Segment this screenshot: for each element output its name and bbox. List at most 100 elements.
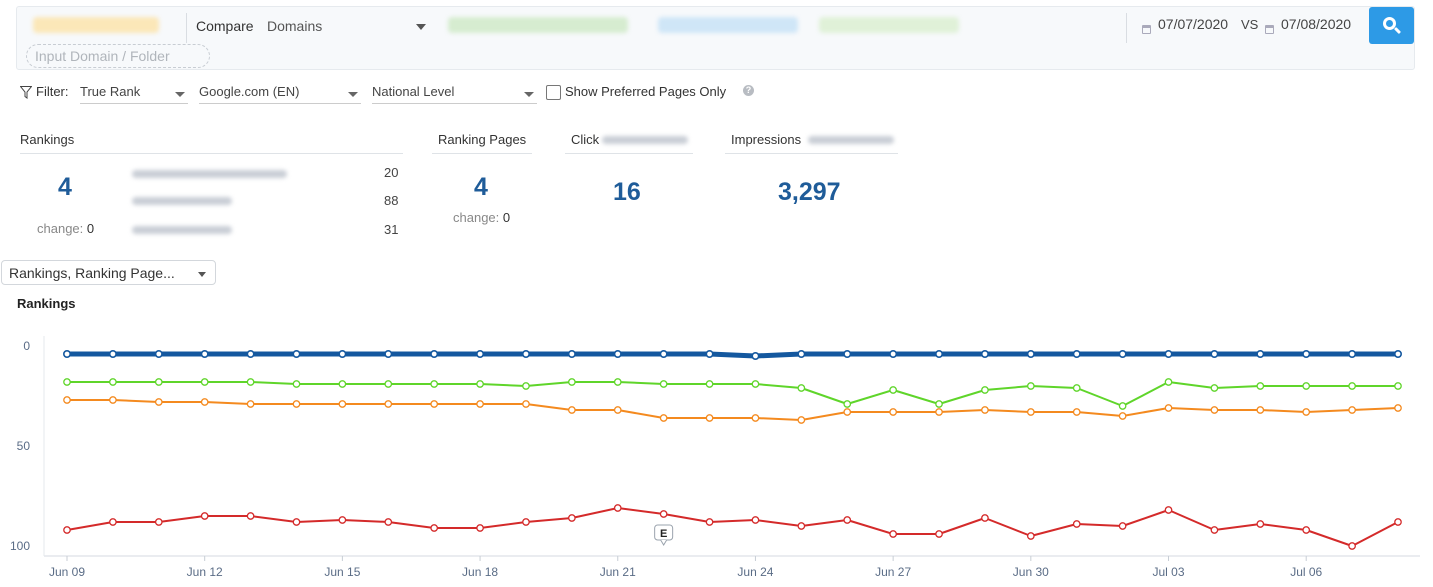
series-4-point xyxy=(1072,520,1081,528)
series-line-3 xyxy=(67,399,1399,421)
click-header-label: Click xyxy=(571,132,600,147)
series-1-point xyxy=(751,351,760,360)
series-4-point xyxy=(751,516,760,524)
ranking-pages-header-label: Ranking Pages xyxy=(438,132,527,147)
preferred-pages-checkbox[interactable] xyxy=(546,85,561,100)
x-tick-label: Jun 24 xyxy=(737,565,773,579)
compare-type-select[interactable]: Domains xyxy=(267,18,323,34)
series-2-point xyxy=(1302,382,1311,390)
series-1-point xyxy=(705,349,714,358)
level-value: National Level xyxy=(372,84,455,99)
x-tick-label: Jun 09 xyxy=(49,565,85,579)
series-4-point xyxy=(292,518,301,526)
competitor-chip-1[interactable] xyxy=(448,17,628,33)
series-1-point xyxy=(1118,349,1127,358)
series-4-point xyxy=(338,516,347,524)
series-4-point xyxy=(63,526,71,534)
series-1-point xyxy=(62,349,71,358)
series-3-point xyxy=(292,400,301,408)
series-1-point xyxy=(1210,349,1219,358)
series-1-point xyxy=(476,349,485,358)
series-4-point xyxy=(430,524,439,532)
rank-type-select[interactable]: True Rank xyxy=(80,84,188,104)
series-2-point xyxy=(246,378,255,386)
series-2-point xyxy=(1210,384,1219,392)
series-2-point xyxy=(430,380,439,388)
series-1-point xyxy=(430,349,439,358)
series-1-point xyxy=(797,349,806,358)
chart-metric-value: Rankings, Ranking Page... xyxy=(9,265,175,281)
main-domain-chip[interactable] xyxy=(33,17,159,33)
level-select[interactable]: National Level xyxy=(372,84,537,104)
date-to[interactable]: 07/08/2020 xyxy=(1281,16,1352,32)
series-3-point xyxy=(797,416,806,424)
impressions-header-label: Impressions xyxy=(731,132,802,147)
series-1-point xyxy=(1256,349,1265,358)
series-3-point xyxy=(1210,406,1219,414)
series-3-point xyxy=(889,408,897,416)
series-2-point xyxy=(705,380,714,388)
vs-label: VS xyxy=(1241,17,1259,32)
divider xyxy=(186,13,187,43)
series-3-point xyxy=(522,400,530,408)
series-3-point xyxy=(1026,408,1035,416)
series-2-point xyxy=(751,380,760,388)
series-1-point xyxy=(1394,349,1403,358)
chart-metric-select[interactable]: Rankings, Ranking Page... xyxy=(1,260,216,285)
series-4-point xyxy=(154,518,163,526)
search-button[interactable] xyxy=(1369,7,1414,44)
help-icon[interactable]: ? xyxy=(743,85,754,96)
chevron-down-icon xyxy=(198,272,206,277)
series-1-point xyxy=(292,349,301,358)
series-1-point xyxy=(843,349,852,358)
series-3-point xyxy=(338,400,347,408)
series-1-point xyxy=(338,349,347,358)
series-1-point xyxy=(1026,349,1035,358)
series-4-point xyxy=(613,504,622,512)
rankings-header-label: Rankings xyxy=(20,132,75,147)
compare-label: Compare xyxy=(196,18,254,34)
series-1-point xyxy=(1348,349,1357,358)
series-1-point xyxy=(521,349,530,358)
engine-select[interactable]: Google.com (EN) xyxy=(199,84,361,104)
series-3-point xyxy=(246,400,255,408)
filter-row: Filter: True Rank Google.com (EN) Nation… xyxy=(20,84,780,104)
chevron-down-icon[interactable] xyxy=(416,24,426,30)
ranking-pages-value: 4 xyxy=(474,173,488,201)
series-3-point xyxy=(200,398,209,406)
competitor-chip-2[interactable] xyxy=(658,17,798,33)
series-2-point xyxy=(1118,402,1127,410)
x-tick-label: Jun 27 xyxy=(875,565,911,579)
series-2-point xyxy=(522,382,530,390)
rankings-change: change: 0 xyxy=(37,221,94,236)
series-2-point xyxy=(843,400,852,408)
date-from[interactable]: 07/07/2020 xyxy=(1158,16,1229,32)
preferred-pages-label[interactable]: Show Preferred Pages Only xyxy=(565,84,727,99)
series-2-point xyxy=(154,378,163,386)
calendar-icon[interactable] xyxy=(1265,25,1274,34)
domain-input[interactable] xyxy=(26,44,210,68)
search-icon xyxy=(1383,17,1396,30)
calendar-icon[interactable] xyxy=(1142,25,1151,34)
series-1-point xyxy=(384,349,393,358)
series-2-point xyxy=(981,386,989,394)
series-1-point xyxy=(567,349,576,358)
series-1-point xyxy=(613,349,622,358)
series-3-point xyxy=(63,396,71,404)
click-sublabel xyxy=(602,136,688,144)
series-3-point xyxy=(659,414,668,422)
series-4-point xyxy=(384,518,393,526)
competitor-name-2 xyxy=(132,197,232,205)
rankings-chart: 0 50 100 Jun 09 Jun 12 Jun 15 Jun 18 Jun 21 Jun … xyxy=(10,336,1420,579)
series-3-point xyxy=(568,406,576,414)
series-3-point xyxy=(109,396,117,404)
chart-title: Rankings xyxy=(17,296,76,311)
series-4-point xyxy=(476,524,484,532)
series-2-point xyxy=(1026,382,1035,390)
series-4-point xyxy=(109,518,117,526)
series-2-point xyxy=(476,380,484,388)
series-2-point xyxy=(200,378,209,386)
competitor-rank-2: 88 xyxy=(384,193,399,208)
series-3-point xyxy=(705,414,714,422)
competitor-chip-3[interactable] xyxy=(819,17,959,33)
